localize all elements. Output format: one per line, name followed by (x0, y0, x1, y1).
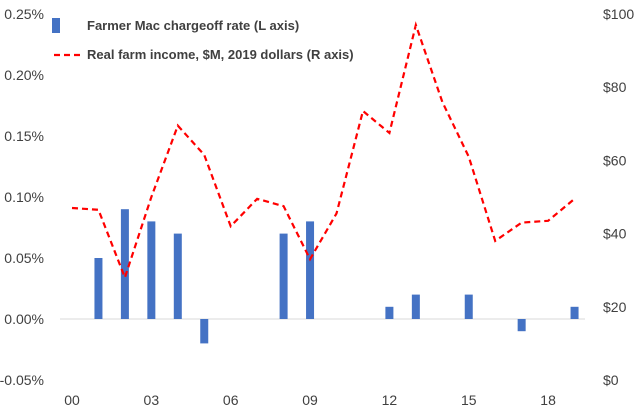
left-tick-label: 0.10% (4, 189, 44, 205)
chargeoff-bar (200, 319, 209, 344)
right-tick-label: $0 (603, 372, 619, 388)
legend-swatch-chargeoff (52, 18, 60, 33)
chargeoff-bar (385, 306, 394, 319)
left-tick-label: -0.05% (0, 372, 44, 388)
right-tick-label: $40 (603, 226, 627, 242)
chargeoff-bar (570, 306, 579, 319)
right-tick-label: $20 (603, 299, 627, 315)
x-tick-label: 18 (540, 392, 556, 408)
chargeoff-bar (464, 294, 473, 319)
left-axis: -0.05% 0.00% 0.05% 0.10% 0.15% 0.20% 0.25% (0, 6, 44, 388)
legend-label-income: Real farm income, $M, 2019 dollars (R ax… (87, 47, 354, 62)
chargeoff-bar (147, 221, 156, 319)
x-tick-label: 03 (144, 392, 160, 408)
left-tick-label: 0.25% (4, 6, 44, 22)
x-tick-label: 15 (461, 392, 477, 408)
left-tick-label: 0.20% (4, 67, 44, 83)
x-axis: 00 03 06 09 12 15 18 (64, 392, 556, 408)
x-tick-label: 00 (64, 392, 80, 408)
chargeoff-bar (306, 221, 315, 319)
chargeoff-bar (279, 233, 288, 319)
chargeoff-bar (411, 294, 420, 319)
right-tick-label: $80 (603, 79, 627, 95)
left-tick-label: 0.05% (4, 250, 44, 266)
left-tick-label: 0.15% (4, 128, 44, 144)
x-tick-label: 12 (382, 392, 398, 408)
legend-label-chargeoff: Farmer Mac chargeoff rate (L axis) (87, 18, 299, 33)
right-tick-label: $60 (603, 152, 627, 168)
chargeoff-bar (120, 209, 129, 319)
legend: Farmer Mac chargeoff rate (L axis) Real … (52, 18, 354, 62)
x-tick-label: 06 (223, 392, 239, 408)
chargeoff-bar (94, 258, 103, 319)
chargeoff-bar (173, 233, 182, 319)
left-tick-label: 0.00% (4, 311, 44, 327)
chargeoff-bar (517, 319, 526, 332)
right-axis: $0 $20 $40 $60 $80 $100 (603, 6, 634, 388)
bar-series (94, 209, 579, 344)
right-tick-label: $100 (603, 6, 634, 22)
income-line (71, 21, 576, 281)
x-tick-label: 09 (302, 392, 318, 408)
